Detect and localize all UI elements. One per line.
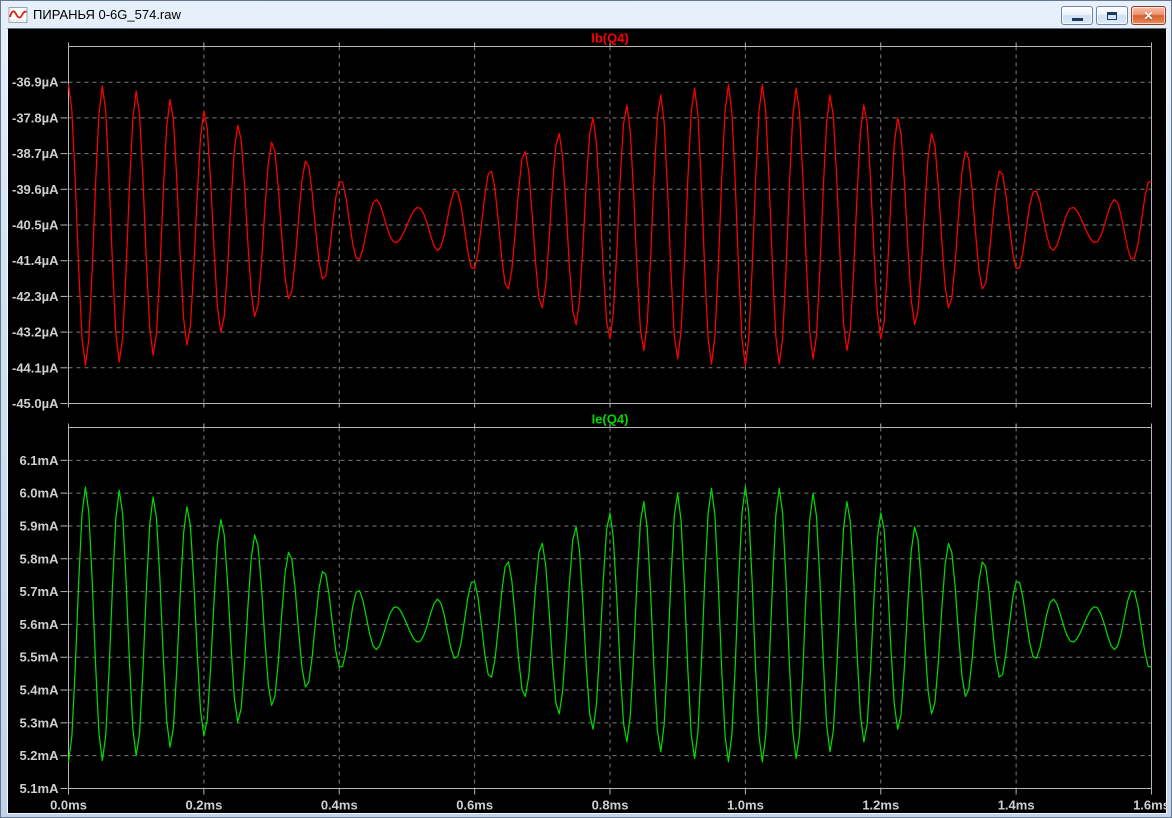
y-tick-label: -43.2µA	[12, 325, 59, 340]
waveform-canvas[interactable]: -36.9µA -37.8µA -38.7µA -39.6µA -40.5µA -41.4…	[8, 29, 1170, 813]
x-tick-label: 1.4ms	[998, 798, 1035, 813]
y-tick-label: -40.5µA	[12, 218, 59, 233]
y-tick-label: 6.1mA	[19, 453, 59, 468]
titlebar[interactable]: ПИРАНЬЯ 0-6G_574.raw ✕	[1, 1, 1171, 28]
y-tick-label: 5.6mA	[19, 617, 59, 632]
pane-Ie(Q4): 6.1mA 6.0mA 5.9mA 5.8mA 5.7mA 5.6mA 5.5mA 5.4mA…	[19, 412, 1169, 813]
x-tick-label: 0.2ms	[185, 798, 222, 813]
y-tick-label: 5.5mA	[19, 650, 59, 665]
y-gridlines-and-labels: -36.9µA -37.8µA -38.7µA -39.6µA -40.5µA -41.4…	[12, 75, 1152, 411]
plot-root: -36.9µA -37.8µA -38.7µA -39.6µA -40.5µA -41.4…	[12, 31, 1170, 813]
y-tick-label: -37.8µA	[12, 110, 59, 125]
pane-frame	[68, 427, 1152, 789]
y-tick-label: 5.8mA	[19, 551, 59, 566]
trace-Ib(Q4)	[67, 83, 1152, 367]
close-icon: ✕	[1143, 8, 1154, 23]
y-tick-label: -36.9µA	[12, 75, 59, 90]
trace-title: Ie(Q4)	[592, 412, 629, 427]
y-tick-label: 5.4mA	[19, 683, 59, 698]
y-tick-label: 6.0mA	[19, 486, 59, 501]
x-tick-labels: 0.0ms 0.2ms 0.4ms 0.6ms 0.8ms 1.0ms 1.2ms 1.4ms…	[50, 798, 1170, 813]
x-tickmarks	[68, 423, 1152, 795]
minimize-icon	[1071, 18, 1083, 21]
x-tick-label: 0.6ms	[456, 798, 493, 813]
y-tick-label: -38.7µA	[12, 146, 59, 161]
trace-title: Ib(Q4)	[591, 31, 629, 46]
x-tick-label: 1.0ms	[727, 798, 764, 813]
y-gridlines-and-labels: 6.1mA 6.0mA 5.9mA 5.8mA 5.7mA 5.6mA 5.5mA 5.4mA…	[19, 453, 1152, 796]
y-tick-label: -44.1µA	[12, 360, 59, 375]
y-tick-label: 5.2mA	[19, 748, 59, 763]
x-tick-label: 1.6ms	[1133, 798, 1170, 813]
close-button[interactable]: ✕	[1131, 6, 1166, 25]
x-tick-label: 0.4ms	[321, 798, 358, 813]
y-tick-label: -39.6µA	[12, 182, 59, 197]
x-tick-label: 0.8ms	[592, 798, 629, 813]
window-controls: ✕	[1061, 6, 1166, 25]
y-tick-label: 5.7mA	[19, 584, 59, 599]
x-gridlines	[203, 427, 1017, 789]
y-tick-label: 5.1mA	[19, 781, 59, 796]
y-tick-label: 5.3mA	[19, 715, 59, 730]
x-tick-label: 0.0ms	[50, 798, 87, 813]
pane-Ib(Q4): -36.9µA -37.8µA -38.7µA -39.6µA -40.5µA -41.4…	[12, 31, 1152, 411]
waveform-app-icon	[8, 6, 28, 23]
y-tick-label: 5.9mA	[19, 518, 59, 533]
minimize-button[interactable]	[1061, 6, 1093, 25]
maximize-icon	[1107, 11, 1117, 20]
pane-frame	[68, 46, 1152, 404]
trace-Ie(Q4)	[67, 485, 1152, 763]
waveform-viewer-client[interactable]: -36.9µA -37.8µA -38.7µA -39.6µA -40.5µA -41.4…	[7, 28, 1170, 814]
maximize-button[interactable]	[1096, 6, 1128, 25]
y-tick-label: -42.3µA	[12, 289, 59, 304]
x-tickmarks	[68, 42, 1152, 408]
y-tick-label: -45.0µA	[12, 396, 59, 411]
x-tick-label: 1.2ms	[862, 798, 899, 813]
y-tick-label: -41.4µA	[12, 253, 59, 268]
window-title: ПИРАНЬЯ 0-6G_574.raw	[33, 7, 181, 22]
